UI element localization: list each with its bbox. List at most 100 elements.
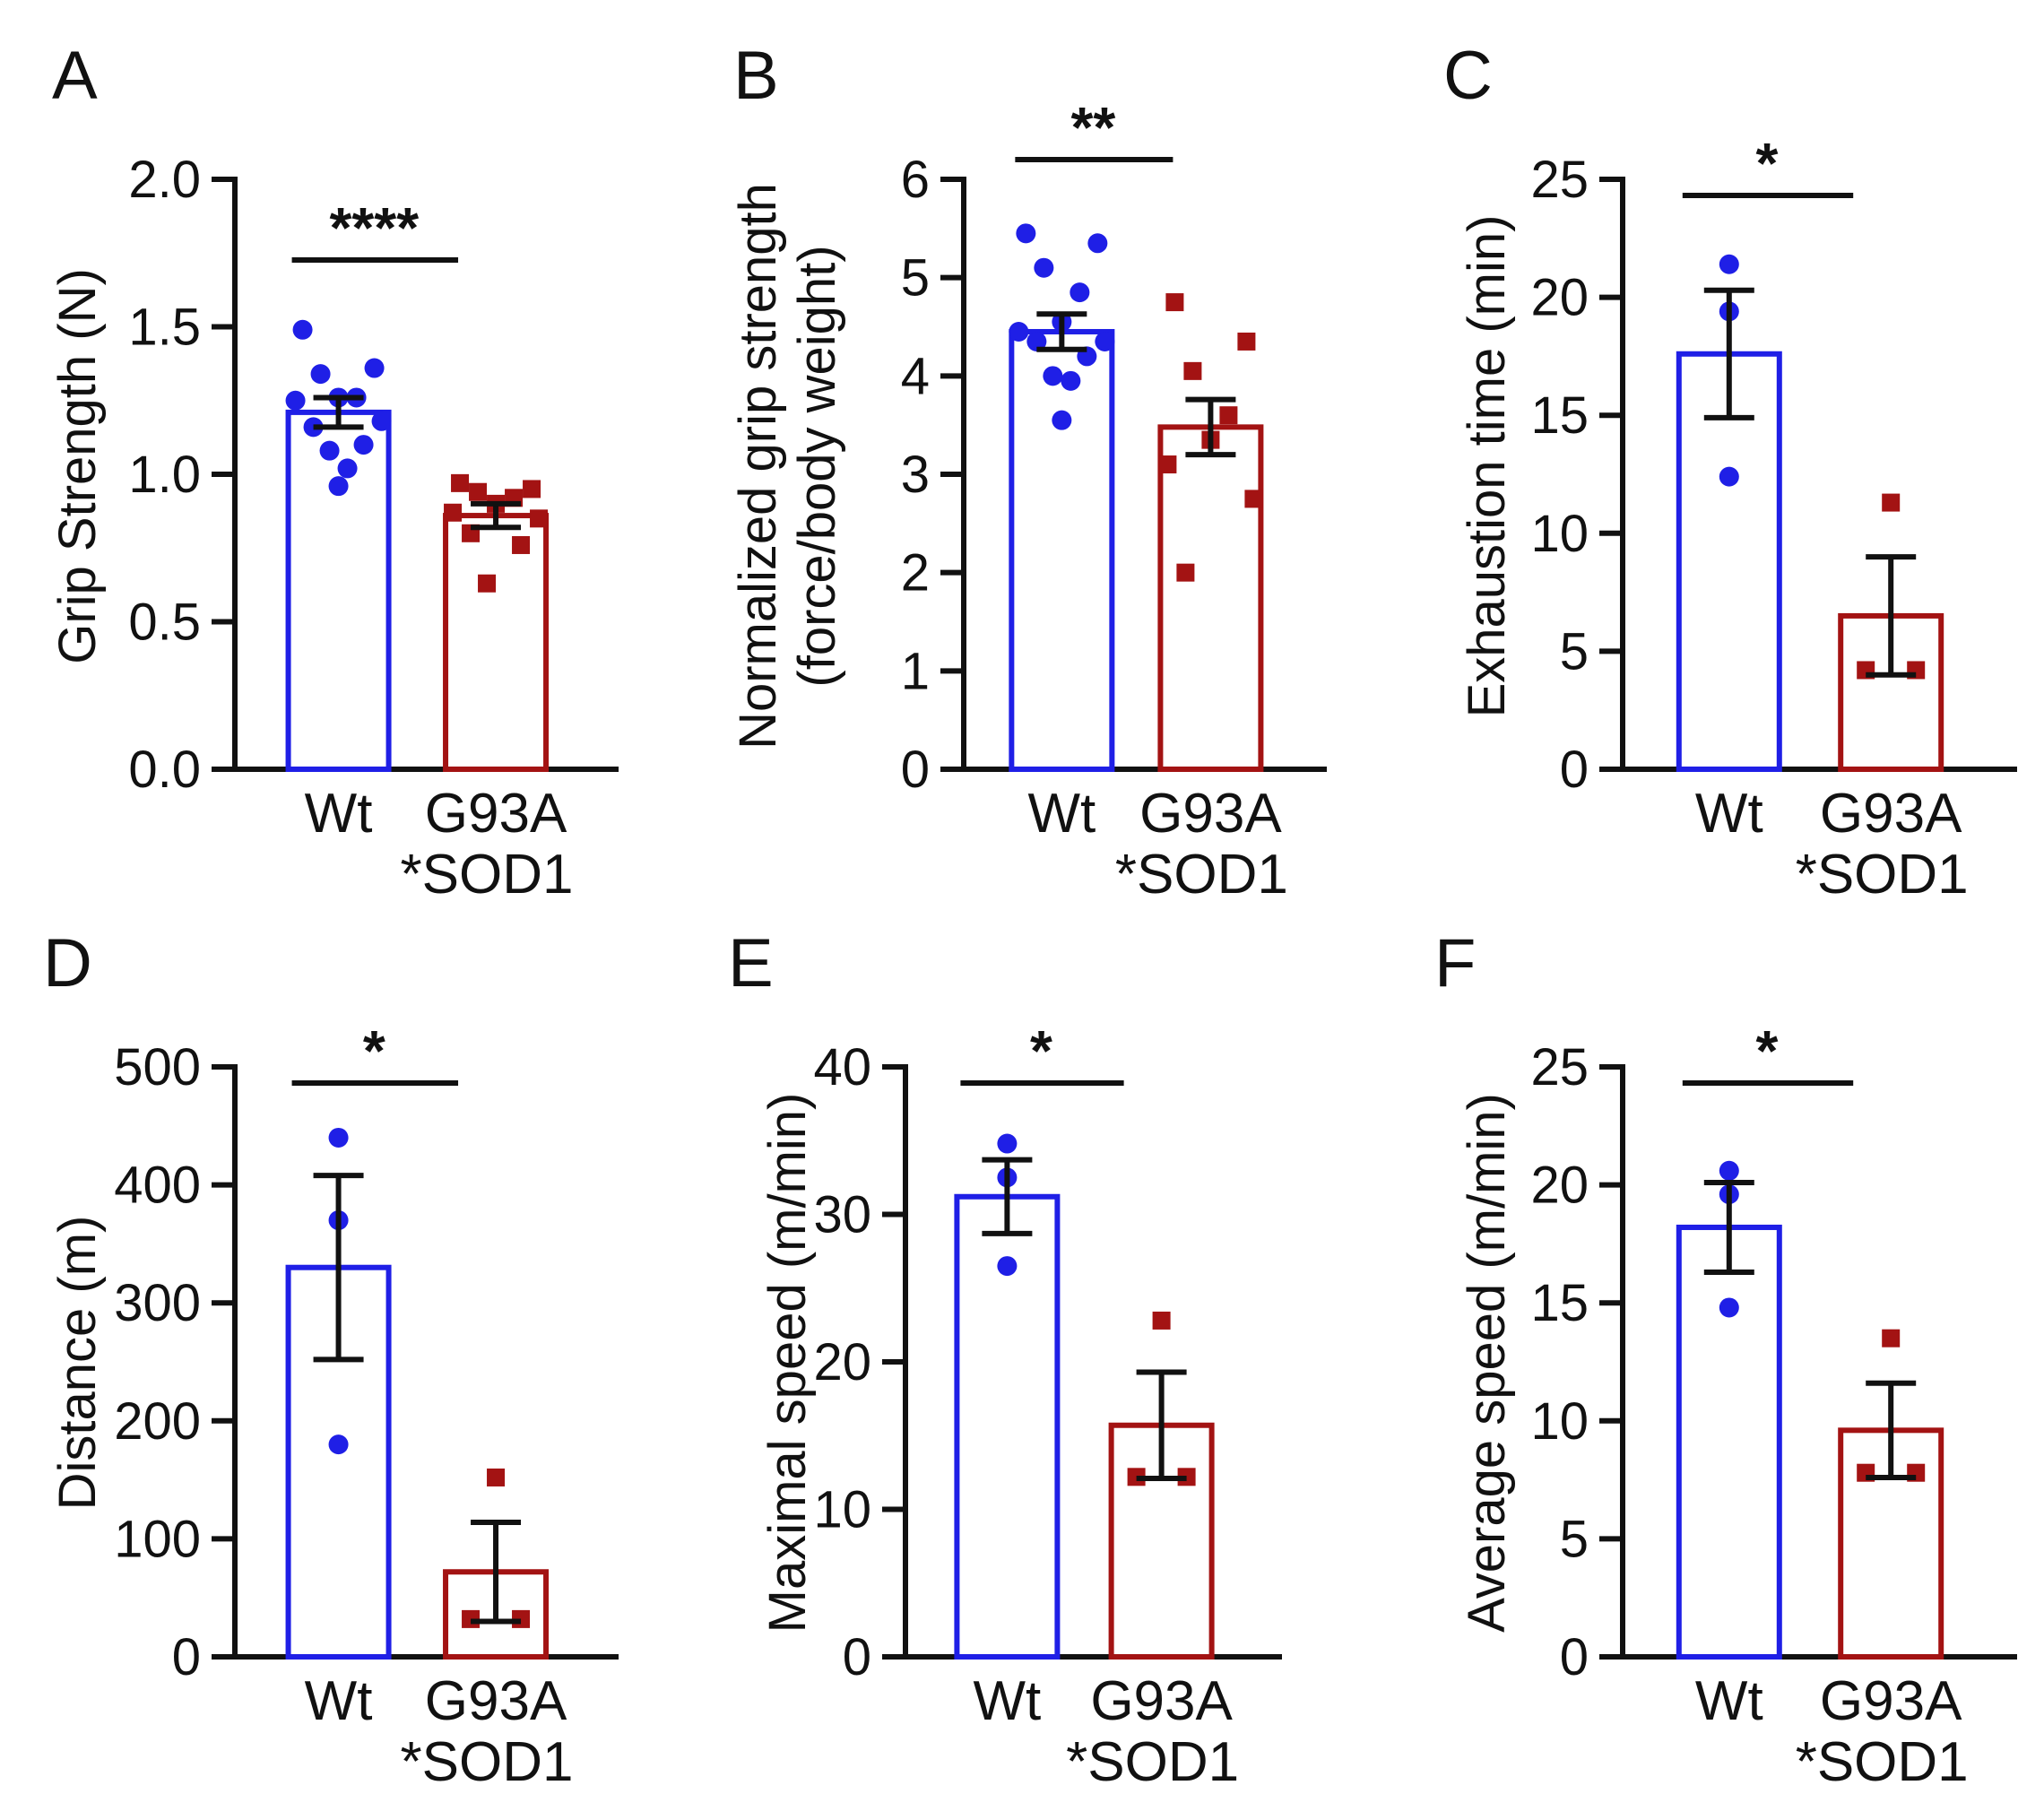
y-tick-label: 10: [813, 1481, 871, 1539]
y-tick-label: 3: [901, 446, 930, 504]
bar-g93a: [443, 513, 550, 772]
data-point-wt: [1719, 1160, 1739, 1181]
significance-label: *: [1756, 1018, 1779, 1083]
data-point-g93a: [1152, 1311, 1171, 1330]
data-point-wt: [1719, 1297, 1739, 1318]
y-tick-label: 30: [813, 1186, 871, 1244]
y-tick-label: 4: [901, 347, 930, 405]
data-point-wt: [1016, 223, 1036, 244]
bar-wt: [1009, 328, 1115, 772]
y-tick-label: 200: [114, 1392, 201, 1451]
data-point-g93a: [478, 574, 497, 593]
panel-d: D 0 100 200 300 400 500 Distance (m) Wt G93A*SOD1…: [43, 925, 619, 1793]
y-axis-label: Grip Strength (N): [48, 268, 107, 664]
significance-label: *: [1030, 1018, 1052, 1083]
data-point-g93a: [512, 535, 531, 554]
data-point-g93a: [1183, 361, 1202, 380]
y-tick-label: 0: [1560, 741, 1589, 799]
x-category-label: *SOD1: [401, 1731, 574, 1793]
significance-label: ****: [329, 195, 419, 260]
y-tick-label: 1.5: [128, 299, 201, 357]
x-category-label: G93A: [1090, 1670, 1233, 1732]
panel-letter: F: [1434, 925, 1476, 1001]
data-point-g93a: [487, 1468, 506, 1486]
data-point-wt: [1087, 233, 1108, 254]
y-axis-label: (force/body weight): [788, 245, 846, 687]
y-tick-label: 500: [114, 1038, 201, 1096]
data-point-wt: [364, 358, 385, 378]
data-point-wt: [1009, 321, 1029, 342]
data-point-g93a: [523, 480, 541, 498]
data-point-wt: [1061, 370, 1081, 391]
panel-letter: D: [43, 925, 92, 1001]
panel-letter: B: [733, 38, 779, 114]
y-tick-label: 2: [901, 544, 930, 602]
data-point-wt: [1034, 257, 1054, 278]
y-tick-label: 400: [114, 1157, 201, 1215]
y-tick-label: 10: [1530, 505, 1589, 563]
data-point-g93a: [1165, 293, 1184, 312]
y-axis-label: Maximal speed (m/min): [758, 1093, 817, 1634]
data-point-wt: [319, 440, 340, 461]
data-point-g93a: [469, 482, 488, 501]
data-point-wt: [353, 435, 374, 455]
y-tick-label: 5: [1560, 622, 1589, 680]
data-point-wt: [328, 1434, 349, 1455]
x-category-label: Wt: [974, 1670, 1042, 1732]
data-point-wt: [328, 476, 349, 497]
y-tick-label: 1: [901, 642, 930, 700]
bar-wt: [1676, 1224, 1782, 1660]
x-category-label: *SOD1: [1796, 844, 1969, 906]
x-category-label: G93A: [1820, 783, 1962, 845]
data-point-g93a: [1158, 455, 1177, 474]
panel-letter: C: [1443, 38, 1493, 114]
data-point-g93a: [1176, 563, 1195, 582]
y-tick-label: 0.0: [128, 741, 201, 799]
x-category-label: Wt: [305, 1670, 373, 1732]
x-category-label: Wt: [1695, 783, 1763, 845]
x-category-label: *SOD1: [1066, 1731, 1239, 1793]
y-axis-label: Average speed (m/min): [1458, 1093, 1516, 1633]
data-point-g93a: [1882, 1329, 1901, 1348]
data-point-wt: [285, 390, 306, 411]
data-point-g93a: [451, 473, 470, 492]
y-axis-label: Exhaustion time (min): [1458, 215, 1516, 718]
data-point-g93a: [530, 509, 549, 528]
y-tick-label: 0: [172, 1628, 201, 1686]
y-tick-label: 15: [1530, 386, 1589, 445]
panel-letter: E: [728, 925, 774, 1001]
x-category-label: G93A: [1820, 1670, 1962, 1732]
y-tick-label: 5: [1560, 1510, 1589, 1568]
data-point-wt: [997, 1133, 1018, 1154]
data-point-wt: [1095, 331, 1115, 351]
bar-g93a: [1157, 424, 1264, 772]
y-tick-label: 100: [114, 1510, 201, 1568]
y-tick-label: 15: [1530, 1274, 1589, 1332]
data-point-wt: [1070, 282, 1090, 303]
panel-b: B 0 1 2 3 4 5 6 Normalized grip strength (force/b…: [729, 38, 1327, 906]
x-category-label: *SOD1: [1796, 1731, 1969, 1793]
x-category-label: G93A: [425, 1670, 567, 1732]
y-tick-label: 20: [813, 1333, 871, 1391]
data-point-wt: [292, 319, 313, 340]
y-tick-label: 0: [843, 1628, 871, 1686]
y-tick-label: 0: [1560, 1628, 1589, 1686]
data-point-g93a: [444, 503, 463, 522]
data-point-g93a: [1244, 490, 1263, 508]
y-tick-label: 0: [901, 741, 930, 799]
y-tick-label: 6: [901, 151, 930, 209]
data-point-wt: [1719, 254, 1739, 274]
y-axis-label: Distance (m): [48, 1216, 107, 1511]
y-tick-label: 25: [1530, 151, 1589, 209]
x-category-label: *SOD1: [1115, 844, 1288, 906]
y-tick-label: 10: [1530, 1392, 1589, 1451]
panel-letter: A: [52, 38, 98, 114]
x-category-label: *SOD1: [401, 844, 574, 906]
data-point-g93a: [1237, 332, 1256, 351]
y-tick-label: 5: [901, 249, 930, 308]
y-tick-label: 0.5: [128, 594, 201, 652]
data-point-wt: [371, 411, 392, 431]
